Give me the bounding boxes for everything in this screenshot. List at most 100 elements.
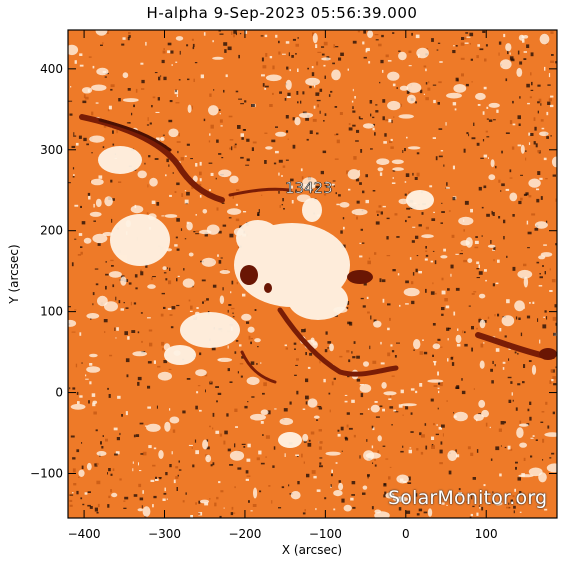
- texture-speck: [551, 452, 555, 455]
- bright-fibril: [343, 504, 352, 512]
- texture-speck: [345, 437, 349, 441]
- texture-speck: [478, 319, 482, 323]
- texture-speck: [382, 99, 386, 103]
- texture-speck: [297, 37, 299, 39]
- texture-speck: [433, 99, 436, 104]
- texture-speck: [205, 389, 206, 393]
- texture-speck: [527, 247, 530, 249]
- texture-speck: [336, 133, 339, 135]
- texture-speck: [316, 489, 321, 492]
- texture-speck: [169, 314, 173, 316]
- texture-speck: [179, 50, 181, 55]
- texture-speck: [262, 83, 265, 87]
- texture-speck: [191, 185, 194, 190]
- image-title: H-alpha 9-Sep-2023 05:56:39.000: [146, 4, 418, 22]
- texture-speck: [431, 38, 434, 42]
- texture-speck: [478, 505, 481, 507]
- texture-speck: [113, 427, 118, 431]
- texture-speck: [220, 490, 224, 493]
- texture-speck: [163, 48, 165, 50]
- texture-speck: [356, 378, 361, 382]
- texture-speck: [265, 53, 268, 57]
- texture-speck: [362, 305, 366, 308]
- texture-speck: [473, 291, 477, 293]
- texture-speck: [387, 352, 391, 357]
- texture-speck: [461, 378, 463, 381]
- texture-speck: [316, 132, 319, 135]
- texture-speck: [146, 124, 150, 126]
- texture-speck: [245, 478, 249, 481]
- texture-speck: [110, 179, 113, 183]
- texture-speck: [140, 312, 143, 314]
- texture-speck: [525, 157, 527, 161]
- texture-speck: [486, 136, 490, 138]
- texture-speck: [324, 185, 328, 187]
- texture-speck: [519, 61, 523, 65]
- texture-speck: [155, 476, 157, 479]
- filaments: [79, 114, 548, 384]
- texture-speck: [186, 143, 190, 146]
- texture-speck: [264, 85, 269, 88]
- texture-speck: [182, 500, 185, 503]
- texture-speck: [492, 491, 494, 494]
- texture-speck: [544, 66, 546, 71]
- bright-fibril: [158, 450, 164, 459]
- texture-speck: [500, 421, 505, 425]
- texture-speck: [91, 111, 94, 116]
- texture-speck: [471, 347, 473, 352]
- texture-speck: [461, 250, 463, 252]
- texture-speck: [519, 96, 521, 99]
- texture-speck: [537, 101, 540, 104]
- texture-speck: [482, 139, 485, 142]
- texture-speck: [334, 106, 338, 108]
- texture-speck: [168, 119, 173, 123]
- texture-speck: [115, 296, 117, 301]
- texture-speck: [539, 339, 541, 344]
- texture-speck: [492, 500, 494, 504]
- texture-speck: [323, 378, 326, 383]
- texture-speck: [141, 79, 145, 84]
- bright-fibril: [247, 326, 255, 333]
- texture-speck: [163, 492, 167, 495]
- texture-speck: [468, 133, 470, 137]
- texture-speck: [497, 259, 500, 263]
- texture-speck: [195, 502, 197, 505]
- texture-speck: [80, 497, 83, 500]
- texture-speck: [344, 394, 348, 396]
- texture-speck: [548, 98, 552, 102]
- texture-speck: [147, 361, 152, 364]
- texture-speck: [527, 102, 530, 105]
- texture-speck: [234, 443, 236, 448]
- texture-speck: [517, 115, 521, 120]
- texture-speck: [104, 331, 106, 333]
- texture-speck: [432, 84, 437, 86]
- texture-speck: [542, 265, 544, 267]
- texture-speck: [76, 449, 80, 453]
- texture-speck: [149, 342, 153, 347]
- texture-speck: [354, 96, 356, 99]
- texture-speck: [197, 385, 201, 387]
- bright-fibril: [551, 156, 557, 168]
- texture-speck: [415, 390, 418, 394]
- texture-speck: [440, 441, 443, 445]
- texture-speck: [338, 480, 341, 483]
- texture-speck: [509, 56, 514, 60]
- texture-speck: [156, 202, 160, 206]
- texture-speck: [550, 369, 554, 373]
- texture-speck: [466, 132, 469, 135]
- texture-speck: [381, 279, 386, 283]
- texture-speck: [503, 219, 506, 224]
- texture-speck: [432, 354, 434, 357]
- texture-speck: [217, 254, 219, 257]
- texture-speck: [471, 326, 474, 330]
- texture-speck: [278, 40, 280, 44]
- texture-speck: [148, 155, 151, 158]
- texture-speck: [391, 424, 393, 426]
- texture-speck: [315, 508, 317, 511]
- texture-speck: [186, 44, 189, 47]
- texture-speck: [305, 117, 309, 121]
- texture-speck: [190, 158, 193, 160]
- texture-speck: [79, 332, 82, 336]
- texture-speck: [319, 457, 323, 459]
- texture-speck: [386, 255, 391, 257]
